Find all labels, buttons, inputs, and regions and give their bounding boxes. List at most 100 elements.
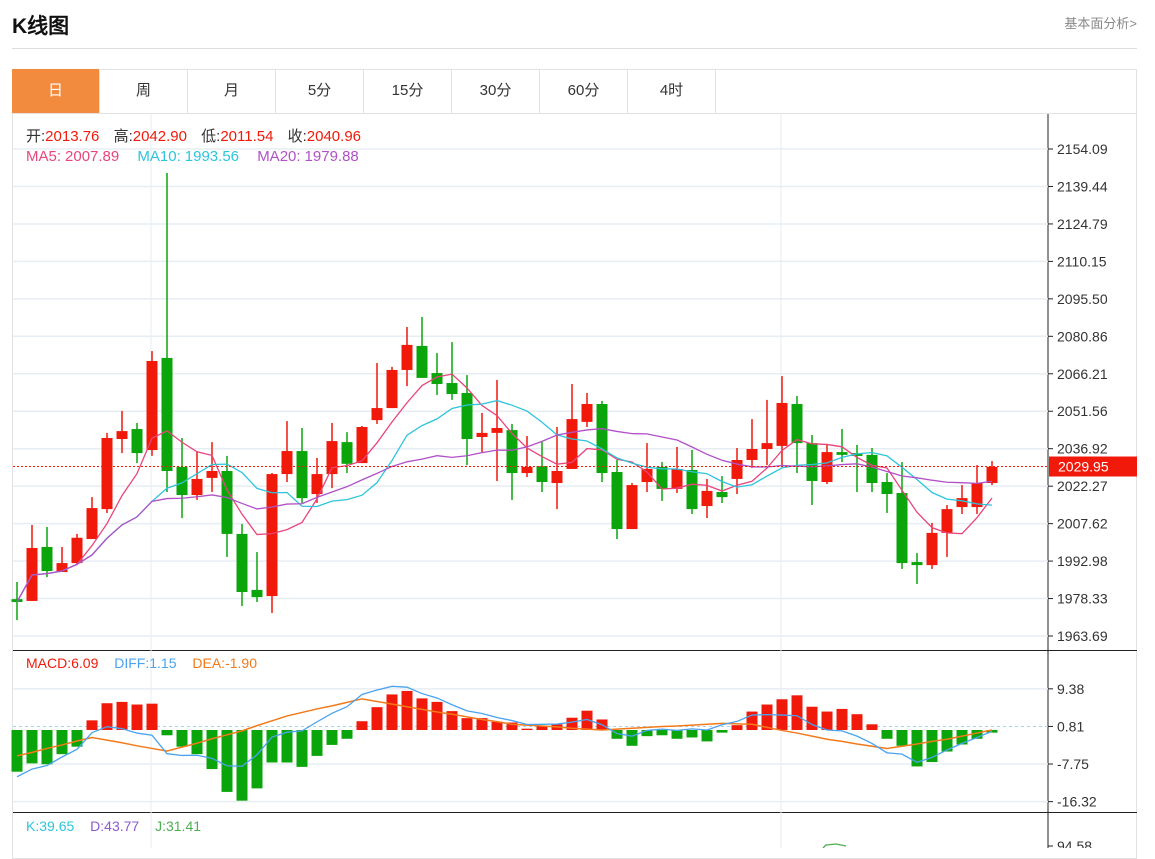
candle-down	[536, 466, 548, 482]
macd-bar	[446, 711, 458, 730]
tab-2[interactable]: 月	[188, 69, 276, 113]
macd-bar	[176, 730, 188, 747]
candle-up	[86, 508, 98, 540]
high-label: 高:	[113, 128, 133, 145]
macd-bar	[251, 730, 263, 789]
tab-3[interactable]: 5分	[276, 69, 364, 113]
macd-bar	[836, 708, 848, 730]
candle-down	[461, 392, 473, 440]
macd-bar	[791, 695, 803, 730]
macd-bar	[11, 730, 23, 772]
macd-bar	[161, 730, 173, 736]
macd-bar	[101, 703, 113, 730]
macd-bar	[146, 703, 158, 730]
candle-down	[341, 442, 353, 464]
candle-down	[11, 599, 23, 602]
ma5-label: MA5:	[26, 148, 62, 165]
candle-up	[206, 470, 218, 478]
macd-bar	[656, 730, 668, 736]
candle-up	[401, 344, 413, 370]
candle-down	[251, 589, 263, 598]
ma5-line	[16, 373, 993, 603]
candle-up	[311, 474, 323, 495]
tab-4[interactable]: 15分	[364, 69, 452, 113]
candle-up	[116, 431, 128, 440]
macd-bar	[896, 730, 908, 746]
candle-up	[761, 443, 773, 450]
candle-up	[641, 468, 653, 482]
candle-down	[221, 470, 233, 534]
high-value: 2042.90	[132, 128, 187, 145]
divider	[12, 48, 1137, 49]
macd-bar	[221, 730, 233, 792]
tab-7[interactable]: 4时	[628, 69, 716, 113]
low-value: 2011.54	[220, 128, 274, 145]
candle-up	[356, 427, 368, 464]
macd-bar	[26, 730, 38, 764]
macd-bar	[41, 730, 53, 765]
candle-down	[416, 345, 428, 378]
ma20-label: MA20:	[257, 148, 301, 165]
macd-bar	[131, 704, 143, 730]
candle-up	[581, 403, 593, 422]
candle-down	[176, 466, 188, 496]
macd-bar	[266, 730, 278, 763]
candle-up	[146, 361, 158, 451]
candle-down	[866, 454, 878, 484]
macd-bar	[731, 725, 743, 730]
fundamental-analysis-link[interactable]: 基本面分析>	[1064, 16, 1137, 31]
macd-bar	[206, 730, 218, 770]
macd-bar	[491, 721, 503, 730]
j-line	[822, 843, 847, 848]
macd-bar	[701, 730, 713, 742]
price-tick-label: 2095.50	[1057, 291, 1108, 307]
macd-bar	[386, 694, 398, 730]
macd-bar	[326, 730, 338, 745]
tab-1[interactable]: 周	[100, 69, 188, 113]
open-value: 2013.76	[45, 128, 100, 145]
candle-down	[911, 562, 923, 566]
candle-up	[731, 459, 743, 479]
candle-up	[566, 419, 578, 469]
ma5-value: 2007.89	[65, 148, 120, 165]
candle-down	[596, 403, 608, 474]
ma20-line	[16, 428, 993, 603]
candle-up	[266, 474, 278, 597]
ma20-value: 1979.88	[304, 148, 359, 165]
candle-up	[551, 470, 563, 484]
candle-up	[821, 452, 833, 482]
ma10-line	[16, 399, 993, 603]
candle-up	[56, 563, 68, 573]
price-tick-label: 2066.21	[1057, 366, 1108, 382]
last-price-badge	[1049, 456, 1137, 477]
macd-bar	[971, 730, 983, 739]
candle-up	[386, 369, 398, 409]
page-title: K线图	[12, 15, 70, 38]
tab-6[interactable]: 60分	[540, 69, 628, 113]
macd-bar	[716, 730, 728, 733]
candle-up	[746, 449, 758, 460]
macd-bar	[581, 710, 593, 730]
tab-5[interactable]: 30分	[452, 69, 540, 113]
period-tabs: 日周月 5分 15分 30分 60分 4时	[12, 69, 1137, 114]
tab-0[interactable]: 日	[12, 69, 100, 113]
candle-up	[371, 408, 383, 421]
macd-bar	[311, 730, 323, 756]
price-tick-label: 2154.09	[1057, 141, 1108, 157]
candle-down	[791, 403, 803, 444]
macd-bar	[941, 730, 953, 752]
macd-bar	[521, 728, 533, 730]
diff-line	[16, 685, 993, 778]
candle-up	[671, 468, 683, 489]
close-value: 2040.96	[306, 128, 362, 145]
macd-bar	[476, 718, 488, 730]
macd-bar	[341, 730, 353, 739]
candle-down	[806, 443, 818, 481]
macd-bar	[296, 730, 308, 767]
ma10-value: 1993.56	[184, 148, 240, 165]
macd-bar	[851, 714, 863, 730]
macd-tick-label: 9.38	[1057, 681, 1084, 697]
macd-bar	[371, 707, 383, 730]
ma-info: MA5: 2007.89 MA10: 1993.56 MA20: 1979.88	[26, 148, 363, 165]
